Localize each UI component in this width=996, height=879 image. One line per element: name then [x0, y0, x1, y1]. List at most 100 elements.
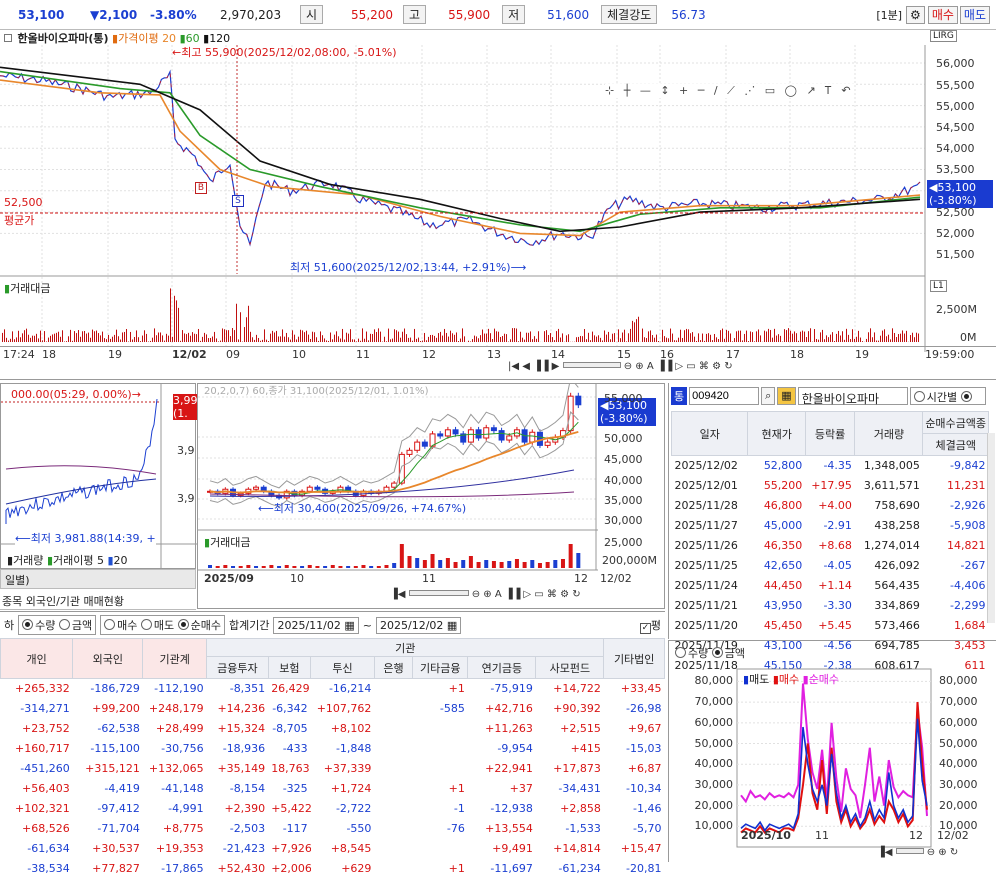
col-exec-amount[interactable]: 체결금액 — [923, 434, 989, 456]
volume-bar — [70, 330, 71, 342]
volume-bar — [790, 331, 791, 342]
investor-cell: +9,491 — [468, 839, 536, 859]
daily-chart-panel[interactable]: 20,2,0,7) 60,종가 31,100(2025/12/01, 1.01%… — [197, 383, 665, 609]
stock-name-field[interactable]: 한올바이오파마 — [798, 387, 908, 405]
average-checkbox[interactable]: ✓평 — [640, 617, 661, 634]
daily-volume-bar — [477, 562, 481, 568]
col-other-corp[interactable]: 기타법인 — [604, 639, 665, 679]
volume-bar — [672, 334, 673, 342]
quote-scrollbar[interactable] — [987, 433, 995, 623]
col-insurance[interactable]: 보험 — [268, 657, 310, 679]
investor-trade-table: 개인 외국인 기관계 기관 기타법인 금융투자 보험 투신 은행 기타금융 연기… — [0, 638, 665, 879]
volume-bar — [132, 340, 133, 342]
col-bank[interactable]: 은행 — [374, 657, 412, 679]
flow-scroll-controls[interactable]: ▐◀ ⊖ ⊕ ↻ — [877, 847, 958, 858]
col-trust[interactable]: 투신 — [311, 657, 375, 679]
volume-bar — [736, 331, 737, 342]
sell-signal-marker[interactable]: S — [232, 195, 244, 207]
buy-signal-marker[interactable]: B — [195, 182, 207, 194]
sell-button[interactable]: 매도 — [960, 6, 990, 24]
investor-row[interactable]: +102,321-97,412-4,991+2,390+5,422-2,722-… — [1, 799, 665, 819]
volume-bar — [876, 341, 877, 342]
stock-code-input[interactable] — [689, 387, 759, 405]
volume-bar — [36, 334, 37, 342]
date-to-input[interactable]: 2025/12/02 ▦ — [376, 617, 461, 634]
investor-row[interactable]: +23,752-62,538+28,499+15,324-8,705+8,102… — [1, 719, 665, 739]
unit-radio-group[interactable]: 수량 금액 — [18, 615, 96, 635]
investor-row[interactable]: -61,634+30,537+19,353-21,423+7,926+8,545… — [1, 839, 665, 859]
investor-row[interactable]: +160,717-115,100-30,756-18,936-433-1,848… — [1, 739, 665, 759]
volume-bar — [30, 338, 31, 342]
col-private-fund[interactable]: 사모펀드 — [536, 657, 604, 679]
investor-row[interactable]: +68,526-71,704+8,775-2,503-117-550-76+13… — [1, 819, 665, 839]
col-pension[interactable]: 연기금등 — [468, 657, 536, 679]
buy-button[interactable]: 매수 — [928, 6, 958, 24]
col-other-finance[interactable]: 기타금융 — [413, 657, 468, 679]
strength-label: 체결강도 — [601, 5, 657, 24]
investor-row[interactable]: +56,403-4,419-41,148-8,154-325+1,724+1+3… — [1, 779, 665, 799]
volume-bar — [468, 341, 469, 342]
volume-bar — [602, 340, 603, 342]
volume-bar — [534, 336, 535, 342]
investor-cell: -1,533 — [536, 819, 604, 839]
volume-bar — [238, 339, 239, 342]
volume-bar — [772, 338, 773, 342]
investor-cell: +1,724 — [311, 779, 375, 799]
col-institution-total[interactable]: 기관계 — [143, 639, 207, 679]
volume-bar — [90, 338, 91, 342]
col-change[interactable]: 등락률 — [805, 412, 855, 456]
investor-row[interactable]: -314,271+99,200+248,179+14,236-6,342+107… — [1, 699, 665, 719]
favorite-icon[interactable]: ▦ — [777, 387, 795, 405]
col-individual[interactable]: 개인 — [1, 639, 73, 679]
col-price[interactable]: 현재가 — [748, 412, 805, 456]
index-high-annotation: 000.00(05:29, 0.00%)→ — [11, 388, 141, 401]
index-chart-panel[interactable]: 000.00(05:29, 0.00%)→ ⟵최저 3,981.88(14:39… — [0, 383, 196, 569]
settings-gear-icon[interactable]: ⚙ — [906, 6, 925, 24]
col-volume[interactable]: 거래량 — [855, 412, 923, 456]
search-icon[interactable]: ⌕ — [761, 387, 775, 405]
volume-bar — [852, 329, 853, 342]
drawing-toolbar[interactable]: ⊹ ┼ — ↕ + ─ / ⟋ ⋰ ▭ ◯ ↗ Ꭲ ↶ — [605, 84, 854, 98]
volume-bar — [118, 336, 119, 342]
date-from-input[interactable]: 2025/11/02 ▦ — [273, 617, 358, 634]
col-foreign[interactable]: 외국인 — [73, 639, 143, 679]
volume-corner-tag[interactable]: L1 — [930, 280, 947, 292]
volume-bar — [826, 335, 827, 342]
index-price-line — [6, 399, 157, 524]
daily-scroll-controls[interactable]: ▐◀ ⊖ ⊕ A ▐▐ ▷ ▭ ⌘ ⚙ ↻ — [390, 589, 581, 600]
volume-bar — [12, 331, 13, 342]
market-flag-icon[interactable]: 통 — [671, 387, 687, 405]
intraday-chart-panel[interactable]: 한올바이오파마(통) ▮가격이평 20 ▮60 ▮120 LIRG ←최고 55… — [0, 30, 996, 380]
volume-bar — [734, 338, 735, 342]
daily-volume-bar — [576, 553, 580, 568]
index-period-tab[interactable]: 일별) — [0, 569, 196, 589]
col-financial-invest[interactable]: 금융투자 — [207, 657, 269, 679]
quote-cell: 2025/12/01 — [672, 476, 748, 496]
volume-bar — [526, 333, 527, 342]
col-date[interactable]: 일자 — [672, 412, 748, 456]
volume-bar — [112, 337, 113, 342]
time-mode-radio[interactable]: 시간별 — [910, 387, 986, 405]
investor-trend-tab[interactable]: 종목 외국인/기관 매매현황 — [0, 590, 196, 610]
chart-scroll-controls[interactable]: |◀ ◀ ▐▐ ▶ ⊖ ⊕ A ▐▐ ▷ ▭ ⌘ ⚙ ↻ — [508, 361, 733, 372]
side-radio-group[interactable]: 매수 매도 순매수 — [100, 615, 225, 635]
date-range-separator: ~ — [363, 619, 372, 632]
interval-selector[interactable]: [1분] — [876, 7, 902, 23]
volume-bar — [568, 334, 569, 342]
col-net-buy[interactable]: 순매수금액종 — [923, 412, 989, 434]
flow-unit-radios[interactable]: 수량 금액 — [675, 645, 745, 661]
volume-bar — [126, 329, 127, 342]
time-label: 17 — [726, 348, 740, 361]
